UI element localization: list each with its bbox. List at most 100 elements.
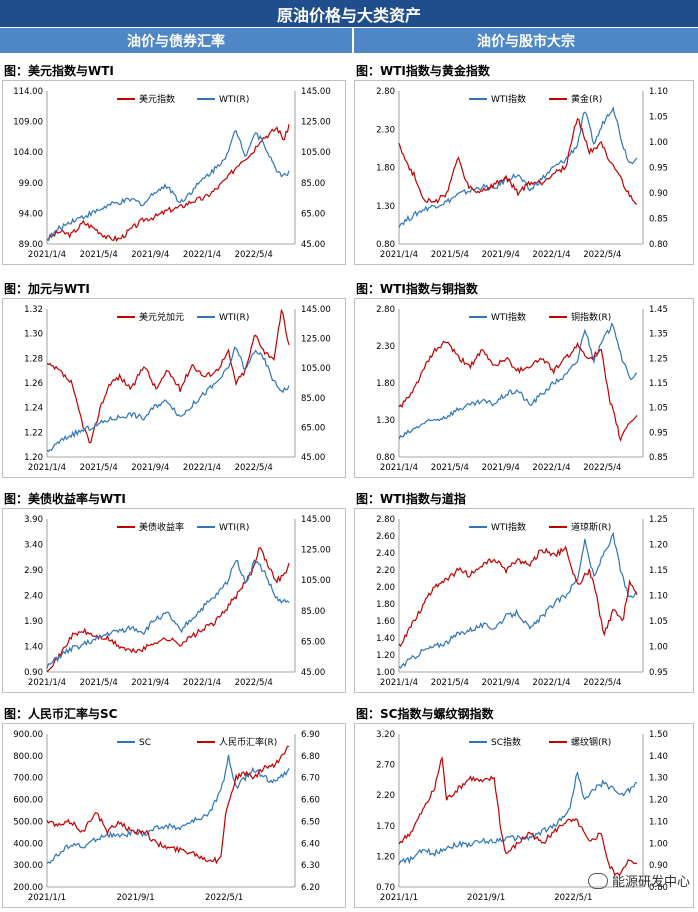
y-right-tick-label: 1.05 [649,404,668,414]
y-right-tick-label: 0.80 [649,240,668,250]
y-right-tick-label: 65.00 [301,423,325,433]
y-left-tick-label: 500.00 [13,817,43,827]
section-header-right: 油价与股市大宗 [354,28,698,53]
chart-title: 图：人民币汇率与SC [4,707,118,721]
chart-svg: 2.80 2.30 1.80 1.30 0.80 1.10 1.05 1.00 0.95 0.90… [376,87,668,260]
y-right-tick-label: 0.90 [649,861,668,871]
series-line-1 [46,308,290,444]
series-line-2 [46,559,290,669]
y-right-tick-label: 145.00 [301,305,331,315]
y-left-tick-label: 3.20 [376,730,395,740]
x-tick-label: 2022/5/1 [205,893,243,903]
legend-label: WTI(R) [219,313,249,323]
y-left-tick-label: 1.80 [376,164,395,174]
y-right-tick-label: 6.20 [301,883,320,893]
series-line-2 [398,117,638,205]
x-tick-label: 2021/5/4 [431,250,469,260]
y-right-tick-label: 1.25 [649,354,668,364]
y-left-tick-label: 600.00 [13,796,43,806]
x-tick-label: 2021/5/4 [431,463,469,473]
y-right-tick-label: 1.35 [649,330,668,340]
y-right-tick-label: 6.50 [301,817,320,827]
y-right-tick-label: 0.95 [649,428,668,438]
y-right-tick-label: 6.90 [301,730,320,740]
x-tick-label: 2022/1/4 [532,678,570,688]
chart-panel-5: 图：美债收益率与WTI 3.90 3.40 2.90 2.40 1.90 1.40 0.90 1… [0,490,350,695]
y-left-tick-label: 1.30 [376,416,395,426]
y-right-tick-label: 1.25 [649,515,668,525]
y-left-tick-label: 114.00 [13,87,43,97]
y-right-tick-label: 125.00 [301,335,331,345]
y-right-tick-label: 1.15 [649,379,668,389]
legend-label: SC [139,738,151,748]
y-left-tick-label: 1.20 [24,453,43,463]
chart-svg: 3.90 3.40 2.90 2.40 1.90 1.40 0.90 145.00 125.00… [24,515,331,688]
y-right-tick-label: 105.00 [301,364,331,374]
chart-frame: 900.00 800.00 700.00 600.00 500.00 400.00 300.… [2,723,346,908]
y-right-tick-label: 65.00 [301,209,325,219]
x-tick-label: 2021/9/4 [131,250,169,260]
series-line-1 [398,322,638,440]
x-tick-label: 2021/1/1 [28,893,66,903]
watermark-text: 能源研发中心 [611,875,690,890]
y-left-tick-label: 1.20 [376,852,395,862]
x-tick-label: 2021/9/4 [131,678,169,688]
y-left-tick-label: 109.00 [13,118,43,128]
y-left-tick-label: 1.32 [24,305,43,315]
chart-svg: 2.80 2.30 1.80 1.30 0.80 1.45 1.35 1.25 1.15 1.05… [376,305,668,473]
y-right-tick-label: 1.00 [649,643,668,653]
y-right-tick-label: 145.00 [301,87,331,97]
x-tick-label: 2022/5/4 [235,250,273,260]
x-tick-label: 2022/5/4 [583,250,621,260]
x-tick-label: 2021/1/4 [380,463,418,473]
chart-title: 图：加元与WTI [4,282,90,296]
x-tick-label: 2021/1/4 [380,250,418,260]
y-left-tick-label: 1.00 [376,668,395,678]
chart-title: 图：WTI指数与黄金指数 [356,64,490,78]
y-left-tick-label: 3.90 [24,515,43,525]
chart-frame: 3.90 3.40 2.90 2.40 1.90 1.40 0.90 145.00 125.00… [2,508,346,693]
y-left-tick-label: 0.70 [376,883,395,893]
x-tick-label: 2021/1/1 [380,893,418,903]
y-right-tick-label: 105.00 [301,148,331,158]
legend-label: WTI指数 [491,93,526,105]
series-line-1 [398,770,638,866]
y-right-tick-label: 1.40 [649,752,668,762]
y-left-tick-label: 99.00 [19,179,43,189]
legend-label: WTI(R) [219,523,249,533]
y-right-tick-label: 6.30 [301,861,320,871]
y-left-tick-label: 2.30 [376,125,395,135]
chart-panel-2: 图：WTI指数与黄金指数 2.80 2.30 1.80 1.30 0.80 1.10 1.05… [352,62,698,267]
x-tick-label: 2022/5/4 [583,463,621,473]
x-tick-label: 2022/1/4 [532,250,570,260]
page-title: 原油价格与大类资产 [0,0,698,27]
chart-panel-4: 图：WTI指数与铜指数 2.80 2.30 1.80 1.30 0.80 1.45 1.35 1… [352,280,698,480]
y-right-tick-label: 6.80 [301,752,320,762]
y-left-tick-label: 1.30 [376,202,395,212]
chart-title: 图：美债收益率与WTI [4,492,126,506]
y-right-tick-label: 6.70 [301,774,320,784]
series-line-2 [46,346,290,453]
y-right-tick-label: 45.00 [301,453,325,463]
y-left-tick-label: 2.60 [376,532,395,542]
legend-label: 铜指数(R) [571,311,611,323]
x-tick-label: 2021/9/1 [116,893,154,903]
series-line-1 [398,531,638,669]
chart-frame: 1.32 1.30 1.28 1.26 1.24 1.22 1.20 145.00 125.00… [2,298,346,478]
chart-panel-8: 图：SC指数与螺纹钢指数 3.20 2.70 2.20 1.70 1.20 0.70 1.50… [352,705,698,910]
legend-label: 道琼斯(R) [571,521,611,533]
y-left-tick-label: 2.30 [376,342,395,352]
series-line-2 [398,755,638,877]
y-right-tick-label: 125.00 [301,118,331,128]
y-left-tick-label: 2.20 [376,791,395,801]
y-left-tick-label: 1.26 [24,379,43,389]
series-line-1 [46,124,290,242]
legend-label: 螺纹钢(R) [571,736,611,748]
y-left-tick-label: 2.80 [376,515,395,525]
wechat-icon [587,872,608,889]
section-header-right-text: 油价与股市大宗 [477,33,575,50]
y-right-tick-label: 45.00 [301,240,325,250]
y-left-tick-label: 2.70 [376,761,395,771]
y-left-tick-label: 94.00 [19,209,43,219]
y-left-tick-label: 1.28 [24,354,43,364]
